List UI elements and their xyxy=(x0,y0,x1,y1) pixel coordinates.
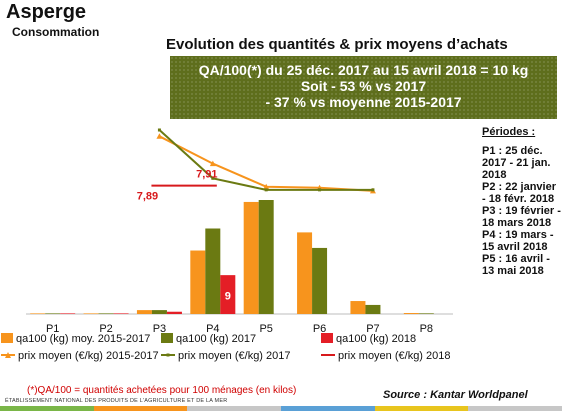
bar xyxy=(98,313,114,314)
footnote: (*)QA/100 = quantités achetées pour 100 … xyxy=(27,385,297,396)
price-data-label: 7,89 xyxy=(137,191,158,203)
period-item: P5 : 16 avril - 13 mai 2018 xyxy=(482,253,550,277)
bar xyxy=(243,201,259,314)
price-2017-marker xyxy=(264,188,268,192)
x-tick-label: P7 xyxy=(366,323,379,335)
chart-title: Evolution des quantités & prix moyens d’… xyxy=(166,36,508,53)
legend-swatch xyxy=(161,333,173,343)
price-2017-line xyxy=(158,129,373,191)
bar xyxy=(258,200,274,314)
period-item: P4 : 19 mars - 15 avril 2018 xyxy=(482,229,554,253)
x-tick-label: P4 xyxy=(206,323,219,335)
bar xyxy=(45,313,61,314)
price-avg-line xyxy=(158,135,373,192)
x-tick-label: P8 xyxy=(420,323,433,335)
legend-label: prix moyen (€/kg) 2015-2017 xyxy=(18,350,159,362)
bar xyxy=(151,310,167,314)
legend-swatch xyxy=(1,333,13,343)
price-2017-marker xyxy=(157,128,161,132)
price-avg-marker xyxy=(263,183,270,190)
price-avg-marker xyxy=(156,133,163,139)
bar xyxy=(113,313,129,314)
x-tick-label: P5 xyxy=(259,323,272,335)
price-data-label: 7,91 xyxy=(196,169,217,181)
legend-label: qa100 (kg) 2017 xyxy=(176,333,256,345)
bar xyxy=(418,313,434,314)
bar xyxy=(83,313,99,314)
price-avg-marker xyxy=(209,160,216,167)
bar xyxy=(312,247,328,314)
bar xyxy=(350,301,366,314)
legend-swatch xyxy=(321,333,333,343)
info-box: QA/100(*) du 25 déc. 2017 au 15 avril 20… xyxy=(170,56,557,119)
bar xyxy=(166,311,182,314)
legend-marker xyxy=(166,353,170,357)
info-line-3: - 37 % vs moyenne 2015-2017 xyxy=(265,94,462,110)
legend-marker xyxy=(5,352,11,358)
source-note: Source : Kantar Worldpanel xyxy=(383,389,528,401)
bar xyxy=(403,313,419,314)
bar xyxy=(30,313,46,314)
info-line-1: QA/100(*) du 25 déc. 2017 au 15 avril 20… xyxy=(198,62,529,78)
x-tick-label: P6 xyxy=(313,323,326,335)
price-2017-marker xyxy=(371,188,375,192)
x-tick-label: P1 xyxy=(46,323,59,335)
info-line-2: Soit - 53 % vs 2017 xyxy=(300,78,427,94)
page-subtitle: Consommation xyxy=(12,25,100,39)
bar xyxy=(60,313,76,314)
price-2017-marker xyxy=(211,176,215,180)
bar xyxy=(297,232,313,314)
period-item: P1 : 25 déc. 2017 - 21 jan. 2018 xyxy=(482,145,551,181)
page-title: Asperge xyxy=(6,1,87,23)
periods-heading: Périodes : xyxy=(482,126,536,138)
bar xyxy=(190,250,206,314)
legend-label: qa100 (kg) moy. 2015-2017 xyxy=(16,333,150,345)
legend-label: prix moyen (€/kg) 2017 xyxy=(178,350,291,362)
bar xyxy=(220,275,236,314)
bar xyxy=(205,228,221,314)
bar-data-label: 9 xyxy=(225,291,231,303)
x-tick-label: P3 xyxy=(153,323,166,335)
agency-name: ÉTABLISSEMENT NATIONAL DES PRODUITS DE L… xyxy=(5,398,228,404)
price-2017-marker xyxy=(318,188,322,192)
period-item: P2 : 22 janvier - 18 févr. 2018 xyxy=(482,181,556,205)
periods-panel: Périodes : P1 : 25 déc. 2017 - 21 jan. 2… xyxy=(482,126,562,277)
x-tick-label: P2 xyxy=(99,323,112,335)
bar xyxy=(365,304,381,314)
legend-label: qa100 (kg) 2018 xyxy=(336,333,416,345)
period-item: P3 : 19 février - 18 mars 2018 xyxy=(482,205,561,229)
decorative-bar xyxy=(0,406,562,411)
legend-label: prix moyen (€/kg) 2018 xyxy=(338,350,451,362)
bar xyxy=(136,310,152,314)
